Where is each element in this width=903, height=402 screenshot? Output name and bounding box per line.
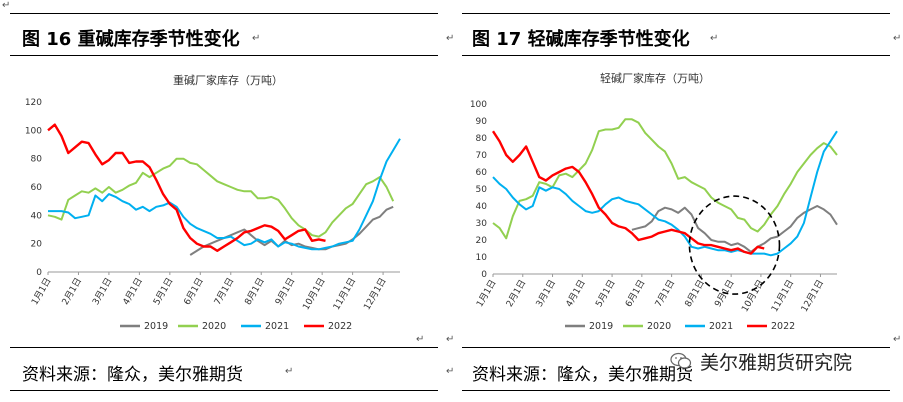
paragraph-mark: ↵ [893,334,902,345]
series-line-2021 [48,138,401,251]
paragraph-mark: ↵ [710,33,719,44]
y-tick-label: 60 [476,168,488,178]
y-tick-label: 80 [31,155,43,165]
series-line-2019 [631,205,838,253]
x-tick-label: 11月1日 [331,276,358,312]
paragraph-mark: ↵ [416,334,425,345]
x-tick-label: 3月1日 [534,278,558,309]
x-tick-label: 6月1日 [182,276,206,307]
x-tick-label: 6月1日 [623,278,647,309]
y-tick-label: 100 [470,100,487,110]
y-tick-label: 50 [476,185,488,195]
y-tick-label: 70 [476,151,488,161]
y-tick-label: 0 [481,270,487,280]
left-figure-title: 图 16 重碱库存季节性变化 [22,29,240,50]
x-tick-label: 11月1日 [769,278,796,314]
source-rule-right [462,347,890,348]
title-rule-left [10,55,438,56]
x-tick-label: 8月1日 [243,276,267,307]
y-tick-label: 10 [476,253,488,263]
paragraph-mark: ↵ [252,33,261,44]
legend-label-2021: 2021 [265,321,289,332]
series-line-2022 [47,123,326,253]
series-line-2019 [189,205,394,256]
y-tick-label: 90 [476,117,488,127]
legend-label-2022: 2022 [771,321,795,332]
y-tick-label: 100 [25,126,42,136]
y-tick-label: 40 [31,211,43,221]
right-source-note: 资料来源：隆众，美尔雅期货 [472,365,693,385]
paragraph-mark: ↵ [446,33,455,44]
paragraph-mark: ↵ [2,0,11,11]
chart-title: 重碱厂家库存（万吨） [173,73,283,87]
legend-label-2020: 2020 [647,321,671,332]
bottom-rule-right [462,390,890,391]
title-rule-right [462,55,890,56]
source-rule-left [10,347,438,348]
y-tick-label: 20 [476,236,488,246]
x-tick-label: 7月1日 [212,276,236,307]
left-source-note: 资料来源：隆众，美尔雅期货 [22,365,243,385]
light-soda-inventory-chart: 轻碱厂家库存（万吨） 0 10 20 30 40 50 60 70 80 90 100 1月1日 2月… [470,71,838,332]
legend-label-2021: 2021 [709,321,733,332]
x-tick-label: 1月1日 [29,276,53,307]
x-tick-label: 12月1日 [362,276,389,312]
y-tick-label: 0 [36,268,42,278]
y-tick-label: 40 [476,202,488,212]
paragraph-mark: ↵ [285,366,294,377]
series-line-2020 [47,157,395,238]
heavy-soda-inventory-chart: 重碱厂家库存（万吨） 0 20 40 60 80 100 120 1月1日 2月1日 3月1日 4… [25,73,401,332]
top-rule-left [10,13,438,14]
x-tick-label: 4月1日 [121,276,145,307]
top-rule-right [462,13,890,14]
bottom-rule-left [10,390,438,391]
y-tick-label: 120 [25,98,42,108]
x-tick-label: 9月1日 [273,276,297,307]
y-tick-label: 30 [476,219,488,229]
legend-label-2019: 2019 [589,321,613,332]
x-tick-label: 8月1日 [683,278,707,309]
series-line-2021 [492,130,838,257]
watermark-text: 美尔雅期货研究院 [700,352,853,374]
legend-label-2022: 2022 [328,321,352,332]
dashed-circle-annotation [688,195,781,295]
chart-title: 轻碱厂家库存（万吨） [600,71,710,85]
x-tick-label: 7月1日 [653,278,677,309]
x-tick-label: 2月1日 [60,276,84,307]
x-tick-label: 12月1日 [799,278,826,314]
paragraph-mark: ↵ [446,334,455,345]
legend-label-2019: 2019 [144,321,168,332]
x-tick-label: 4月1日 [564,278,588,309]
legend-label-2020: 2020 [202,321,226,332]
x-tick-label: 2月1日 [504,278,528,309]
x-tick-label: 3月1日 [90,276,114,307]
x-tick-label: 5月1日 [593,278,617,309]
wechat-icon [670,352,692,369]
y-tick-label: 80 [476,134,488,144]
x-tick-label: 10月1日 [301,276,328,312]
paragraph-mark: ↵ [446,366,455,377]
y-tick-label: 20 [31,240,43,250]
x-tick-label: 1月1日 [474,278,498,309]
x-tick-label: 5月1日 [151,276,175,307]
series-line-2020 [492,118,838,240]
paragraph-mark: ↵ [893,33,902,44]
right-figure-title: 图 17 轻碱库存季节性变化 [472,29,690,50]
y-tick-label: 60 [31,183,43,193]
series-line-2022 [491,130,765,255]
